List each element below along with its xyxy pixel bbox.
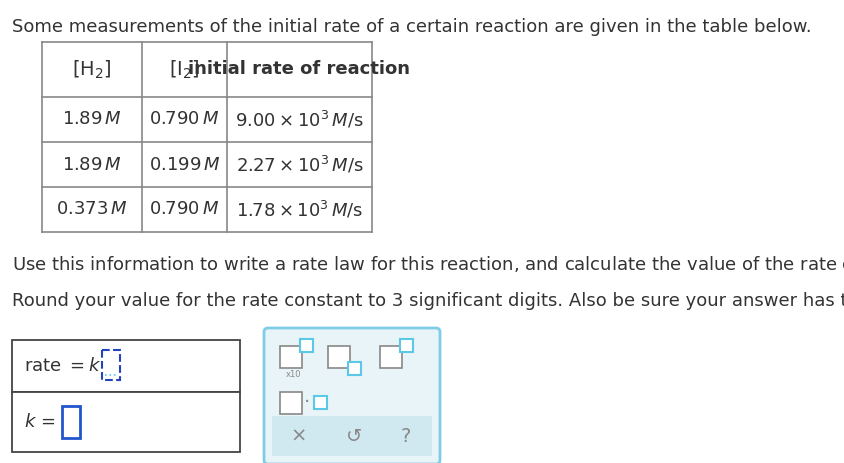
Text: ?: ? <box>401 426 411 445</box>
Bar <box>328 346 350 368</box>
Text: $k$ =: $k$ = <box>24 413 55 431</box>
Text: $\circlearrowleft$: $\circlearrowleft$ <box>342 426 362 445</box>
Text: $0.790\,\mathit{M}$: $0.790\,\mathit{M}$ <box>149 111 219 129</box>
Bar <box>280 346 302 368</box>
Text: $\left[\mathregular{I_2}\right]$: $\left[\mathregular{I_2}\right]$ <box>169 58 200 81</box>
FancyBboxPatch shape <box>264 328 440 463</box>
Text: rate $= k$: rate $= k$ <box>24 357 101 375</box>
Bar <box>12 340 240 392</box>
Text: x10: x10 <box>285 370 300 379</box>
Text: Use this information to write a rate law for this reaction, and calculate the va: Use this information to write a rate law… <box>12 254 844 274</box>
Text: $0.199\,\mathit{M}$: $0.199\,\mathit{M}$ <box>149 156 220 174</box>
Text: ×: × <box>290 426 306 445</box>
Bar <box>400 339 413 352</box>
Text: $9.00 \times 10^3\,\mathit{M}\mathrm{/s}$: $9.00 \times 10^3\,\mathit{M}\mathrm{/s}… <box>235 109 364 130</box>
Text: $1.89\,\mathit{M}$: $1.89\,\mathit{M}$ <box>62 156 122 174</box>
Bar <box>314 396 327 409</box>
Text: initial rate of reaction: initial rate of reaction <box>188 61 410 79</box>
Bar <box>12 392 240 452</box>
Bar <box>300 339 313 352</box>
Text: $0.790\,\mathit{M}$: $0.790\,\mathit{M}$ <box>149 200 219 219</box>
Bar <box>272 416 432 456</box>
Text: $\left[\mathregular{H_2}\right]$: $\left[\mathregular{H_2}\right]$ <box>73 58 111 81</box>
Text: Some measurements of the initial rate of a certain reaction are given in the tab: Some measurements of the initial rate of… <box>12 18 812 36</box>
Text: $1.78 \times 10^3\,\mathit{M}\mathrm{/s}$: $1.78 \times 10^3\,\mathit{M}\mathrm{/s}… <box>235 199 363 220</box>
Bar <box>380 346 402 368</box>
Text: $0.373\,\mathit{M}$: $0.373\,\mathit{M}$ <box>57 200 127 219</box>
Text: Round your value for the rate constant to 3 significant digits. Also be sure you: Round your value for the rate constant t… <box>12 292 844 310</box>
Bar <box>348 362 361 375</box>
Text: $2.27 \times 10^3\,\mathit{M}\mathrm{/s}$: $2.27 \times 10^3\,\mathit{M}\mathrm{/s}… <box>235 154 364 175</box>
Bar <box>62 406 80 438</box>
Text: ·: · <box>304 394 310 413</box>
Text: $1.89\,\mathit{M}$: $1.89\,\mathit{M}$ <box>62 111 122 129</box>
Bar <box>102 350 120 380</box>
Bar <box>280 392 302 414</box>
